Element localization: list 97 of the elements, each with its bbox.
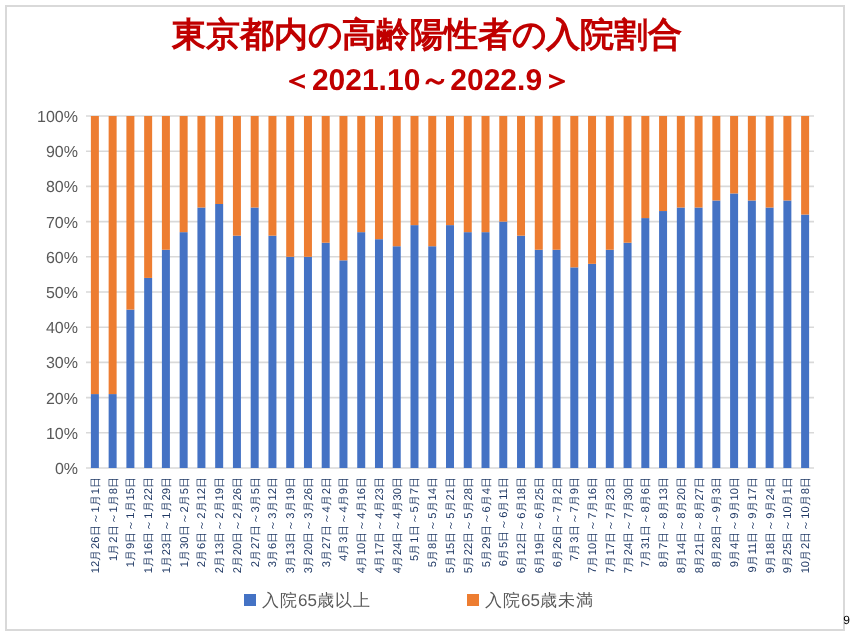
bar [339,116,348,261]
bar [712,200,721,468]
y-tick-label: 90% [45,143,78,162]
bar [463,116,472,233]
y-tick-label: 50% [45,284,78,302]
y-tick-label: 30% [45,354,78,373]
bar [392,116,401,247]
bar [339,260,348,468]
bar [374,239,383,468]
bar [765,207,774,468]
bar [232,116,241,236]
bar [250,116,259,208]
bar [392,246,401,468]
bar [605,249,614,468]
bar [90,394,99,468]
legend-label: 入院65歳未満 [485,590,594,610]
bar [694,116,703,208]
bar [108,394,117,468]
bar [197,116,206,208]
bar [197,207,206,468]
bar [588,263,597,468]
bar [570,267,579,468]
bar [232,235,241,468]
y-tick-label: 20% [45,389,78,408]
bar [676,207,685,468]
bar [446,116,454,226]
bar [410,225,419,468]
bar [357,232,366,468]
bar [712,116,721,201]
bar [641,218,650,468]
bar [179,116,188,233]
bar [730,193,739,468]
bar [374,116,383,240]
bar [481,232,490,468]
bar [215,116,224,204]
bar [747,116,756,201]
bar [694,207,703,468]
y-tick-label: 0% [54,460,78,478]
bar [641,116,650,219]
bar [747,200,756,468]
bar [446,225,454,468]
bar [286,256,295,468]
bar [250,207,259,468]
y-tick-label: 70% [45,213,78,232]
bar [588,116,597,264]
bar [108,116,117,395]
bar [126,116,135,310]
bar [268,116,277,236]
bar [499,116,508,222]
bar [126,309,135,468]
bar [321,116,330,243]
bar [623,116,632,243]
bar [144,116,153,278]
bar [357,116,366,233]
bar [321,242,330,468]
bar [765,116,774,208]
bar [517,116,526,236]
bar [517,235,526,468]
bar [161,249,170,468]
bar [534,249,543,468]
bar [161,116,170,250]
bar [552,116,561,250]
bar [801,214,810,468]
y-tick-label: 100% [37,108,78,126]
bar [428,246,437,468]
bar [179,232,188,468]
bar [286,116,295,257]
bar [730,116,739,194]
bar [303,116,312,257]
bar [659,211,668,468]
chart-title: 東京都内の高齢陽性者の入院割合 [170,16,682,54]
bar [801,116,810,215]
chart-subtitle: ＜2021.10～2022.9＞ [281,64,573,98]
bar [428,116,437,247]
bar [659,116,668,212]
bar [499,221,508,468]
bar [552,249,561,468]
bar [623,242,632,468]
bar [534,116,543,250]
legend-label: 入院65歳以上 [262,590,371,610]
y-tick-label: 60% [45,248,78,267]
bar [215,204,224,468]
bar [783,200,792,468]
bar [783,116,792,201]
y-tick-label: 80% [45,178,78,197]
bar [90,116,99,395]
bar [303,256,312,468]
bar [144,277,153,468]
y-tick-label: 40% [45,319,78,338]
bar [268,235,277,468]
bar [605,116,614,250]
y-tick-label: 10% [45,424,78,443]
bar [570,116,579,268]
bar [410,116,419,226]
bar [676,116,685,208]
bar [481,116,490,233]
bar [463,232,472,468]
